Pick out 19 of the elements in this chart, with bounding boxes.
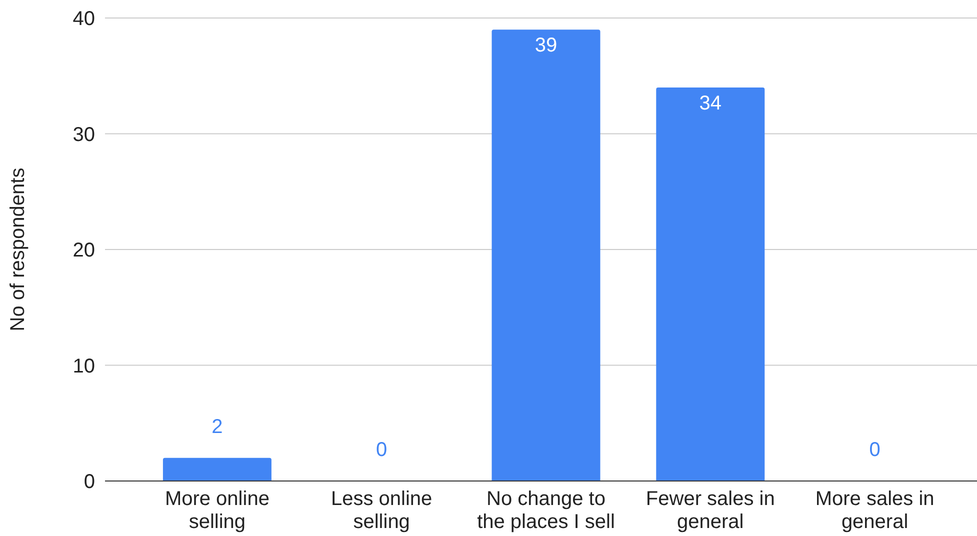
bar [162, 458, 272, 481]
data-label: 34 [699, 92, 722, 114]
data-label: 0 [869, 439, 880, 461]
x-tick-label: More online selling [164, 488, 270, 533]
x-tick-label: More sales in general [815, 488, 934, 533]
x-tick-label: Less online selling [331, 488, 432, 533]
x-tick-label: Fewer sales in general [646, 488, 775, 533]
y-tick-label: 20 [72, 240, 95, 262]
x-tick-label: No change to the places I sell [477, 488, 615, 533]
data-label: 0 [376, 439, 388, 461]
y-tick-label: 0 [84, 471, 95, 494]
bar [492, 30, 600, 481]
y-tick-label: 30 [72, 124, 95, 146]
y-axis-title: No of respondents [7, 168, 29, 332]
y-tick-label: 40 [72, 8, 95, 30]
data-label: 39 [534, 34, 558, 57]
bar [656, 87, 765, 481]
data-label: 2 [212, 416, 223, 438]
y-tick-label: 10 [72, 355, 95, 378]
